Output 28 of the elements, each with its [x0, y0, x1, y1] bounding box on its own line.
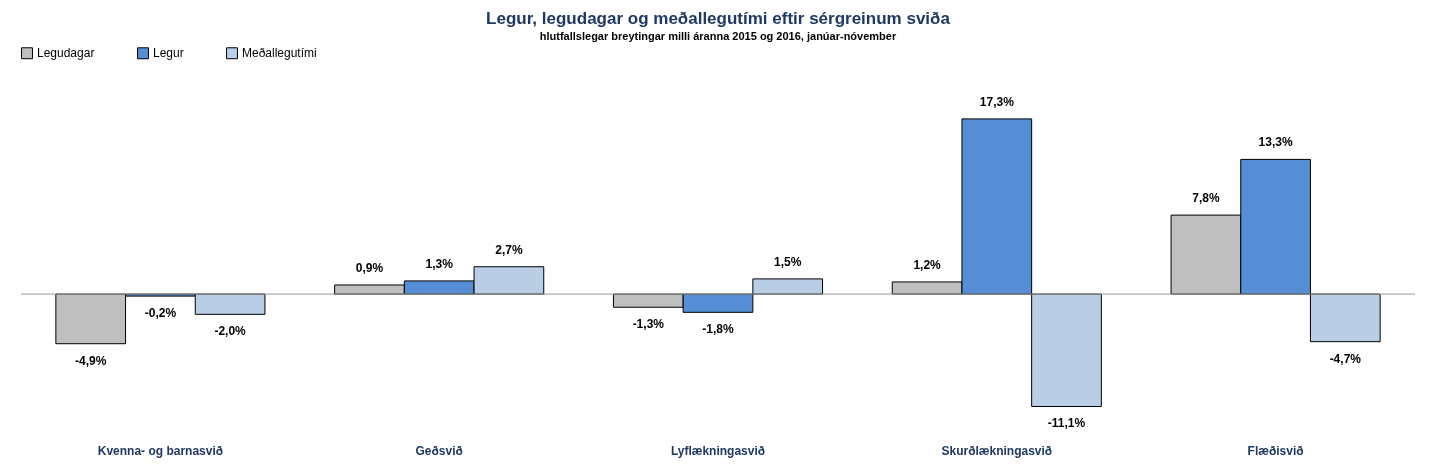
data-label: -0,2% — [144, 306, 177, 321]
bar — [1309, 293, 1381, 343]
data-label: -11,1% — [1047, 416, 1086, 431]
data-label: -2,0% — [214, 324, 247, 339]
data-label: -4,9% — [75, 353, 107, 368]
data-label: -4,7% — [1329, 351, 1362, 366]
data-label: 13,3% — [1258, 135, 1293, 150]
chart-subtitle: hlutfallslegar breytingar milli áranna 2015 og 2016, janúar-nóvember — [539, 30, 897, 42]
x-tick-label: Kvenna- og barnasvið — [97, 443, 224, 458]
x-tick-label: Geðsvið — [415, 443, 463, 458]
chart-title: Legur, legudagar og meðallegutími eftir sérgreinum sviða — [486, 9, 951, 28]
x-tick-label: Flæðisvið — [1247, 443, 1304, 458]
data-label: 17,3% — [979, 94, 1015, 109]
legend-label: Meðallegutími — [242, 46, 317, 61]
legend-label: Legur — [153, 46, 184, 61]
data-label: 0,9% — [355, 260, 384, 275]
data-label: -1,8% — [702, 322, 734, 337]
data-label: 1,5% — [774, 254, 802, 269]
data-label: -1,3% — [632, 317, 665, 332]
data-label: 1,2% — [913, 257, 942, 272]
data-label: 7,8% — [1192, 191, 1220, 206]
bar — [1031, 293, 1102, 407]
bar — [752, 278, 824, 295]
data-label: 2,7% — [495, 242, 523, 257]
x-tick-label: Skurðlækningasvið — [941, 443, 1053, 458]
legend-label: Legudagar — [37, 46, 95, 61]
x-tick-label: Lyflækningasvið — [670, 443, 766, 458]
data-label: 1,3% — [425, 256, 454, 271]
